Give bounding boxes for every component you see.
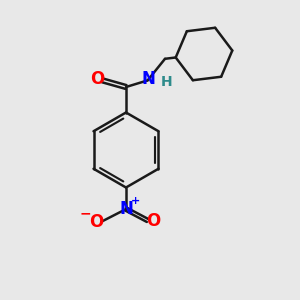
Text: −: −: [80, 206, 92, 220]
Text: N: N: [119, 200, 133, 218]
Text: O: O: [90, 70, 104, 88]
Text: O: O: [89, 213, 103, 231]
Text: N: N: [141, 70, 155, 88]
Text: H: H: [161, 75, 172, 89]
Text: +: +: [131, 196, 140, 206]
Text: O: O: [146, 212, 160, 230]
